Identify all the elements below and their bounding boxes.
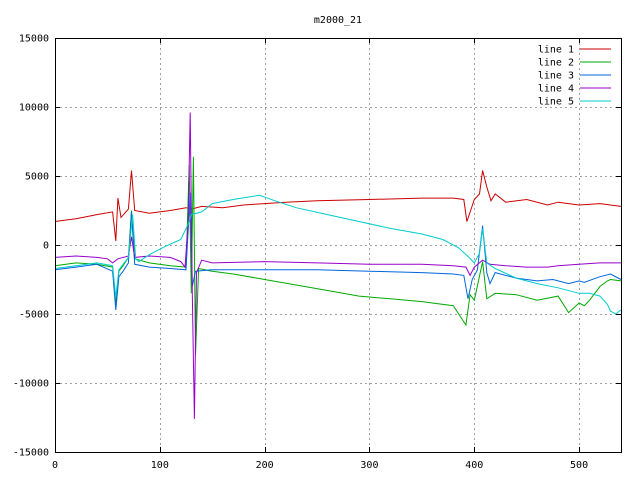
- legend-label: line 3: [538, 71, 574, 82]
- x-tick-label: 400: [465, 460, 483, 471]
- chart-title: m2000_21: [314, 15, 362, 26]
- series-line-1: [54, 170, 622, 241]
- legend-label: line 2: [538, 58, 574, 69]
- legend-label: line 5: [538, 97, 574, 108]
- series-line-3: [54, 192, 622, 310]
- grid: [55, 38, 621, 452]
- series-line-5: [54, 194, 622, 315]
- legend-label: line 4: [538, 84, 574, 95]
- x-tick-label: 500: [570, 460, 588, 471]
- y-tick-label: 5000: [25, 172, 49, 183]
- series-group: [54, 112, 622, 419]
- y-tick-label: -5000: [19, 310, 49, 321]
- x-tick-label: 0: [52, 460, 58, 471]
- y-tick-label: 15000: [19, 34, 49, 45]
- x-tick-label: 300: [360, 460, 378, 471]
- series-line-2: [54, 156, 622, 356]
- legend: line 1 line 2 line 3 line 4 line 5: [538, 45, 611, 108]
- x-tick-label: 100: [151, 460, 169, 471]
- x-tick-label: 200: [256, 460, 274, 471]
- axis-ticks: 0 100 200 300 400 500 -15000 -10000 -5000 0 5000 10…: [13, 34, 621, 471]
- y-tick-label: 10000: [19, 103, 49, 114]
- y-tick-label: -10000: [13, 379, 49, 390]
- y-tick-label: -15000: [13, 448, 49, 459]
- y-tick-label: 0: [43, 241, 49, 252]
- legend-label: line 1: [538, 45, 574, 56]
